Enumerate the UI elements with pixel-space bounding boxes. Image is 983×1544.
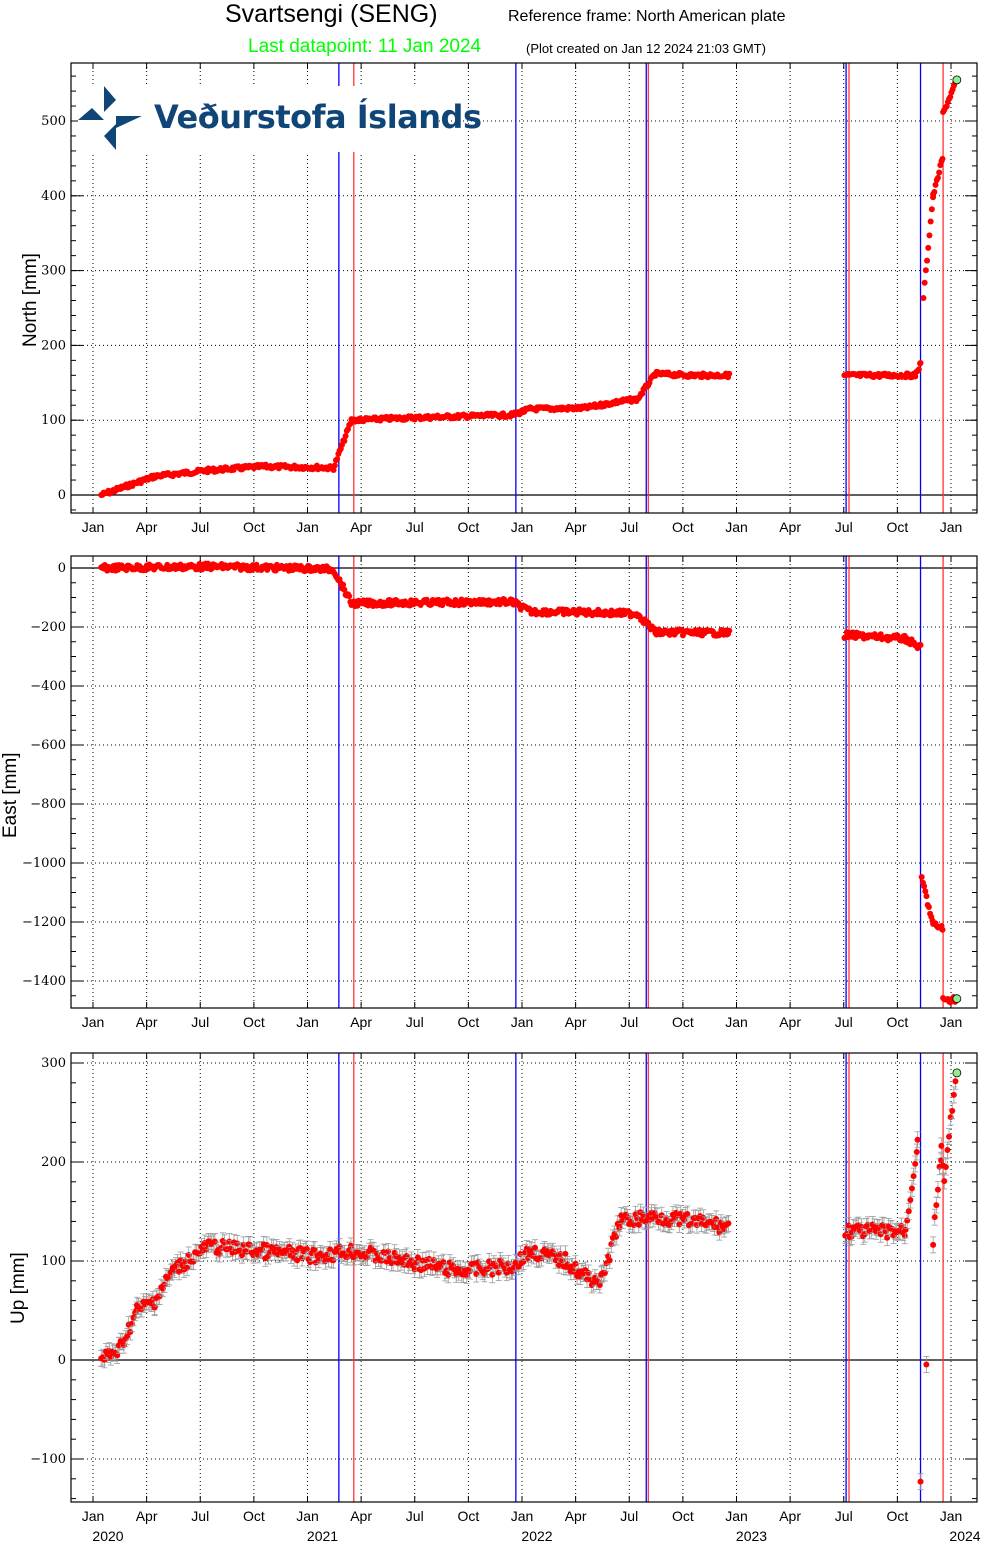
svg-text:Jul: Jul: [620, 1508, 638, 1524]
svg-text:400: 400: [41, 189, 66, 204]
svg-text:−600: −600: [30, 738, 66, 753]
svg-text:Apr: Apr: [779, 1014, 801, 1030]
svg-text:Jan: Jan: [511, 1508, 534, 1524]
svg-text:Jul: Jul: [835, 1508, 853, 1524]
reference-frame-label: Reference frame: North American plate: [508, 8, 786, 25]
svg-text:Jul: Jul: [191, 1508, 209, 1524]
logo-pinwheel-icon: [78, 86, 142, 150]
svg-text:Jan: Jan: [296, 1014, 319, 1030]
svg-text:Jul: Jul: [406, 1014, 424, 1030]
svg-text:0: 0: [58, 1353, 66, 1368]
svg-text:0: 0: [58, 561, 66, 576]
svg-text:Oct: Oct: [457, 519, 479, 535]
svg-text:Jan: Jan: [511, 519, 534, 535]
svg-text:Apr: Apr: [779, 519, 801, 535]
svg-text:Oct: Oct: [457, 1508, 479, 1524]
svg-text:Jan: Jan: [725, 519, 748, 535]
svg-text:500: 500: [41, 114, 66, 129]
last-datapoint-label: Last datapoint: 11 Jan 2024: [248, 36, 482, 57]
svg-text:2021: 2021: [307, 1528, 338, 1544]
svg-text:Apr: Apr: [136, 519, 158, 535]
svg-text:−1200: −1200: [22, 915, 66, 930]
svg-text:Apr: Apr: [565, 1014, 587, 1030]
last-datapoint-marker: [952, 1068, 962, 1078]
up-panel: Jan Apr Jul Oct Jan Apr Jul Oct Jan Apr Jul Oct Jan A…: [30, 1052, 981, 1544]
last-datapoint-marker: [952, 994, 962, 1004]
svg-text:Oct: Oct: [243, 1508, 265, 1524]
svg-text:Jul: Jul: [191, 1014, 209, 1030]
svg-text:Oct: Oct: [672, 1014, 694, 1030]
svg-text:Apr: Apr: [565, 1508, 587, 1524]
svg-text:Jan: Jan: [940, 1014, 963, 1030]
svg-text:−1400: −1400: [22, 974, 66, 989]
svg-text:−100: −100: [30, 1452, 66, 1467]
svg-text:2024: 2024: [949, 1528, 980, 1544]
vedurstofa-logo: Veðurstofa Íslands: [78, 86, 482, 152]
chart-title: Svartsengi (SENG): [225, 0, 438, 28]
svg-text:Jul: Jul: [406, 519, 424, 535]
svg-text:Jul: Jul: [835, 1014, 853, 1030]
svg-text:300: 300: [41, 1056, 66, 1071]
svg-text:Oct: Oct: [243, 1014, 265, 1030]
svg-text:Jul: Jul: [191, 519, 209, 535]
east-panel: Jan Apr Jul Oct Jan Apr Jul Oct Jan Apr Jul Oct Jan A…: [22, 555, 978, 1030]
svg-text:100: 100: [41, 1254, 66, 1269]
svg-text:Jan: Jan: [82, 1014, 105, 1030]
svg-text:Apr: Apr: [565, 519, 587, 535]
svg-text:Apr: Apr: [136, 1014, 158, 1030]
svg-text:Oct: Oct: [672, 519, 694, 535]
svg-text:Apr: Apr: [350, 1508, 372, 1524]
north-panel: Jan Apr Jul Oct Jan Apr Jul Oct Jan Apr Jul Oct Jan A…: [41, 62, 978, 535]
svg-text:−1000: −1000: [22, 856, 66, 871]
last-datapoint-marker: [952, 75, 962, 85]
svg-text:Oct: Oct: [243, 519, 265, 535]
svg-text:Jan: Jan: [82, 519, 105, 535]
logo-text: Veðurstofa Íslands: [154, 98, 482, 136]
svg-text:−400: −400: [30, 679, 66, 694]
svg-text:Jul: Jul: [406, 1508, 424, 1524]
svg-text:Jan: Jan: [511, 1014, 534, 1030]
svg-text:Jan: Jan: [725, 1508, 748, 1524]
svg-text:200: 200: [41, 1155, 66, 1170]
svg-text:Jan: Jan: [296, 519, 319, 535]
svg-text:Jan: Jan: [940, 1508, 963, 1524]
svg-text:Jan: Jan: [725, 1014, 748, 1030]
svg-text:Apr: Apr: [350, 1014, 372, 1030]
svg-text:−800: −800: [30, 797, 66, 812]
svg-text:Jan: Jan: [296, 1508, 319, 1524]
svg-text:Apr: Apr: [779, 1508, 801, 1524]
plot-created-label: (Plot created on Jan 12 2024 21:03 GMT): [526, 41, 766, 56]
svg-text:2022: 2022: [521, 1528, 552, 1544]
svg-text:Jan: Jan: [82, 1508, 105, 1524]
svg-text:Oct: Oct: [457, 1014, 479, 1030]
svg-text:0: 0: [58, 488, 66, 503]
svg-text:Jul: Jul: [620, 1014, 638, 1030]
svg-text:Apr: Apr: [350, 519, 372, 535]
svg-text:Oct: Oct: [886, 519, 908, 535]
svg-text:2023: 2023: [736, 1528, 767, 1544]
svg-text:Jul: Jul: [835, 519, 853, 535]
svg-text:Jul: Jul: [620, 519, 638, 535]
svg-text:Oct: Oct: [886, 1508, 908, 1524]
svg-text:300: 300: [41, 264, 66, 279]
svg-text:Oct: Oct: [672, 1508, 694, 1524]
svg-text:−200: −200: [30, 620, 66, 635]
svg-text:200: 200: [41, 338, 66, 353]
svg-text:100: 100: [41, 413, 66, 428]
svg-text:2020: 2020: [92, 1528, 123, 1544]
svg-text:Apr: Apr: [136, 1508, 158, 1524]
svg-text:Oct: Oct: [886, 1014, 908, 1030]
svg-text:Jan: Jan: [940, 519, 963, 535]
